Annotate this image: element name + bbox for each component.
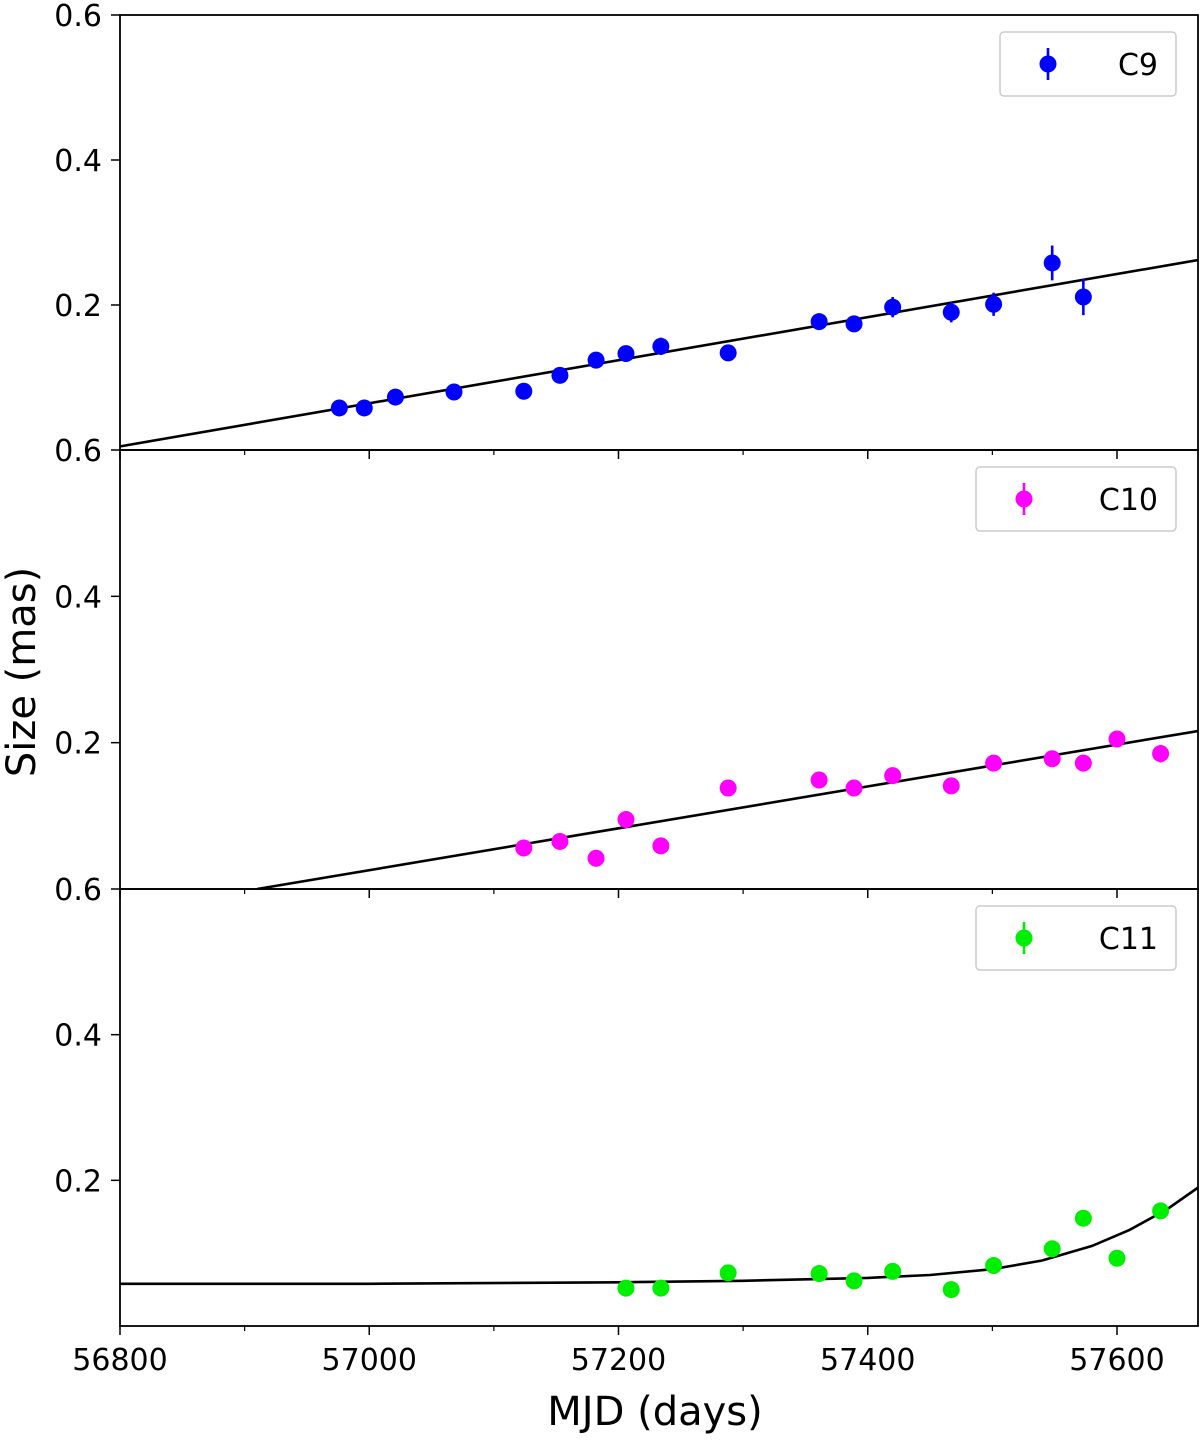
- data-point: [1152, 745, 1170, 763]
- data-point: [386, 388, 404, 406]
- data-point: [1152, 1202, 1170, 1220]
- data-point: [719, 1264, 737, 1282]
- y-axis-title: Size (mas): [0, 567, 45, 777]
- legend-marker: [1015, 929, 1033, 947]
- data-point: [551, 832, 569, 850]
- legend-box: [975, 905, 1177, 971]
- x-tick-label: 57000: [322, 1343, 417, 1378]
- data-point: [810, 313, 828, 331]
- data-point: [810, 1265, 828, 1283]
- panel-c10: 0.2 0.4 0.6 C10: [54, 434, 1199, 898]
- data-point: [1043, 750, 1061, 768]
- data-point: [587, 849, 605, 867]
- data-point: [845, 315, 863, 333]
- y-tick-label: 0.2: [54, 727, 102, 762]
- panel-c11: 0.2 0.4 0.6 C11: [54, 873, 1199, 1335]
- legend-label: C9: [1118, 48, 1158, 83]
- data-point: [884, 767, 902, 785]
- legend: C10: [975, 466, 1177, 532]
- data-point: [1074, 754, 1092, 772]
- x-tick-label: 56800: [72, 1343, 167, 1378]
- y-tick-label: 0.4: [54, 1019, 102, 1054]
- legend-label: C10: [1099, 483, 1158, 518]
- data-point: [652, 1279, 670, 1297]
- data-point: [810, 771, 828, 789]
- legend-box: [999, 31, 1177, 97]
- x-axis-title: MJD (days): [547, 1389, 762, 1435]
- data-point: [1074, 1209, 1092, 1227]
- legend-box: [975, 466, 1177, 532]
- x-tick-label: 57200: [571, 1343, 666, 1378]
- data-point: [617, 345, 635, 363]
- data-point: [884, 1262, 902, 1280]
- y-tick-label: 0.6: [54, 0, 102, 34]
- x-tick-label: 57400: [820, 1343, 915, 1378]
- data-point: [445, 383, 463, 401]
- y-tick-label: 0.6: [54, 434, 102, 469]
- panel-c9: 0.2 0.4 0.6 C9: [54, 0, 1199, 459]
- data-point: [1043, 254, 1061, 272]
- data-point: [515, 382, 533, 400]
- x-tick-label: 57600: [1069, 1343, 1164, 1378]
- data-point: [985, 754, 1003, 772]
- data-point: [942, 777, 960, 795]
- data-point: [551, 366, 569, 384]
- fit-line: [120, 1186, 1198, 1286]
- data-point: [985, 1257, 1003, 1275]
- data-point: [1108, 1249, 1126, 1267]
- y-tick-label: 0.2: [54, 289, 102, 324]
- data-point: [515, 839, 533, 857]
- fit-line: [256, 729, 1198, 889]
- data-point: [617, 810, 635, 828]
- y-tick-label: 0.4: [54, 580, 102, 615]
- data-point: [617, 1279, 635, 1297]
- data-point: [1108, 730, 1126, 748]
- legend-label: C11: [1099, 922, 1158, 957]
- y-tick-label: 0.6: [54, 873, 102, 908]
- plot-frame: [119, 888, 1199, 1327]
- y-tick-label: 0.2: [54, 1164, 102, 1199]
- data-point: [1074, 288, 1092, 306]
- data-point: [845, 1272, 863, 1290]
- data-point: [719, 344, 737, 362]
- data-point: [985, 295, 1003, 313]
- legend: C9: [999, 31, 1177, 97]
- y-tick-label: 0.4: [54, 144, 102, 179]
- data-point: [719, 779, 737, 797]
- data-point: [942, 1281, 960, 1299]
- data-point: [884, 298, 902, 316]
- data-point: [942, 303, 960, 321]
- data-point: [652, 337, 670, 355]
- data-point: [355, 399, 373, 417]
- data-point: [1043, 1240, 1061, 1258]
- data-point: [845, 779, 863, 797]
- data-point: [330, 399, 348, 417]
- legend-marker: [1015, 490, 1033, 508]
- data-point: [652, 837, 670, 855]
- data-point: [587, 351, 605, 369]
- legend-marker: [1039, 55, 1057, 73]
- legend: C11: [975, 905, 1177, 971]
